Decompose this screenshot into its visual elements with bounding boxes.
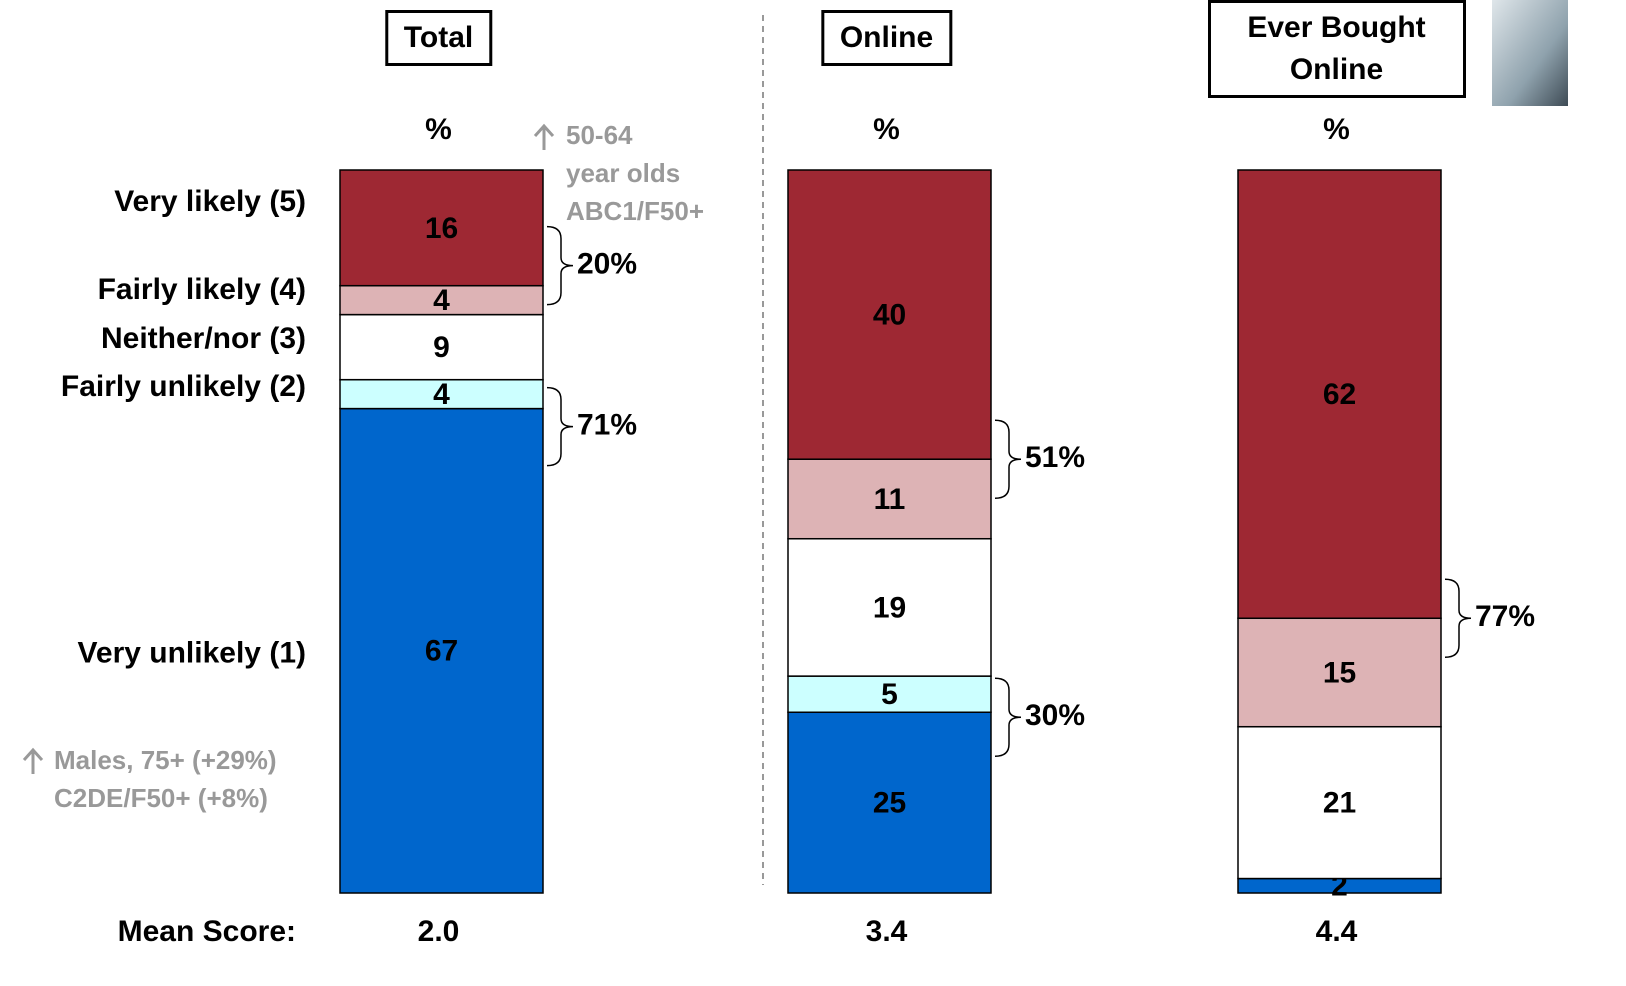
legend-label: Fairly likely (4) (98, 273, 306, 306)
value-label: 11 (874, 483, 906, 516)
value-label: 4 (433, 284, 450, 317)
annotation: year olds (566, 158, 680, 188)
legend-label: Very likely (5) (114, 185, 306, 218)
net-label: 51% (1025, 441, 1085, 474)
bar-segment (339, 378, 544, 410)
up-arrow (533, 123, 555, 150)
bar-segment (1237, 725, 1442, 880)
mean-score: 3.4 (866, 915, 908, 948)
net-label: 71% (577, 409, 637, 442)
bar-segment (339, 407, 544, 894)
value-label: 9 (433, 331, 450, 364)
value-label: 15 (1323, 656, 1356, 689)
legend-label: Fairly unlikely (2) (61, 370, 306, 403)
net-brace (994, 677, 1022, 757)
column-header: Total (384, 10, 493, 66)
bar-segment (339, 313, 544, 381)
mean-score: 2.0 (418, 915, 460, 948)
mean-score: 4.4 (1316, 915, 1358, 948)
legend-label: Very unlikely (1) (78, 637, 306, 670)
unit-label: % (1323, 113, 1350, 146)
net-brace (994, 419, 1022, 499)
net-brace (546, 386, 574, 467)
value-label: 21 (1323, 787, 1356, 820)
value-label: 4 (433, 378, 450, 411)
net-label: 20% (577, 248, 637, 281)
annotation: 50-64 (566, 120, 633, 150)
annotation: C2DE/F50+ (+8%) (54, 783, 268, 813)
bar-segment (1237, 617, 1442, 728)
bar-segment (787, 169, 992, 460)
column-header: Online (820, 10, 953, 66)
bar-segment (787, 458, 992, 540)
bar-segment (1237, 169, 1442, 620)
value-label: 25 (873, 787, 906, 820)
mean-score-label: Mean Score: (118, 915, 296, 948)
annotation: Males, 75+ (+29%) (54, 745, 277, 775)
bar-segment (339, 169, 544, 287)
net-label: 30% (1025, 699, 1085, 732)
value-label: 67 (425, 635, 458, 668)
unit-label: % (873, 113, 900, 146)
value-label: 40 (873, 299, 906, 332)
column-header: Ever Bought Online (1207, 0, 1466, 98)
up-arrow (22, 747, 44, 774)
value-label: 5 (881, 678, 898, 711)
net-label: 77% (1475, 600, 1535, 633)
legend-label: Neither/nor (3) (101, 322, 306, 355)
net-brace (1444, 578, 1472, 659)
unit-label: % (425, 113, 452, 146)
photo (1492, 0, 1568, 106)
annotation: ABC1/F50+ (566, 196, 704, 226)
value-label: 16 (425, 212, 458, 245)
value-label: 62 (1323, 378, 1356, 411)
net-brace (546, 225, 574, 306)
value-label: 19 (873, 591, 906, 624)
bar-segment (787, 537, 992, 677)
